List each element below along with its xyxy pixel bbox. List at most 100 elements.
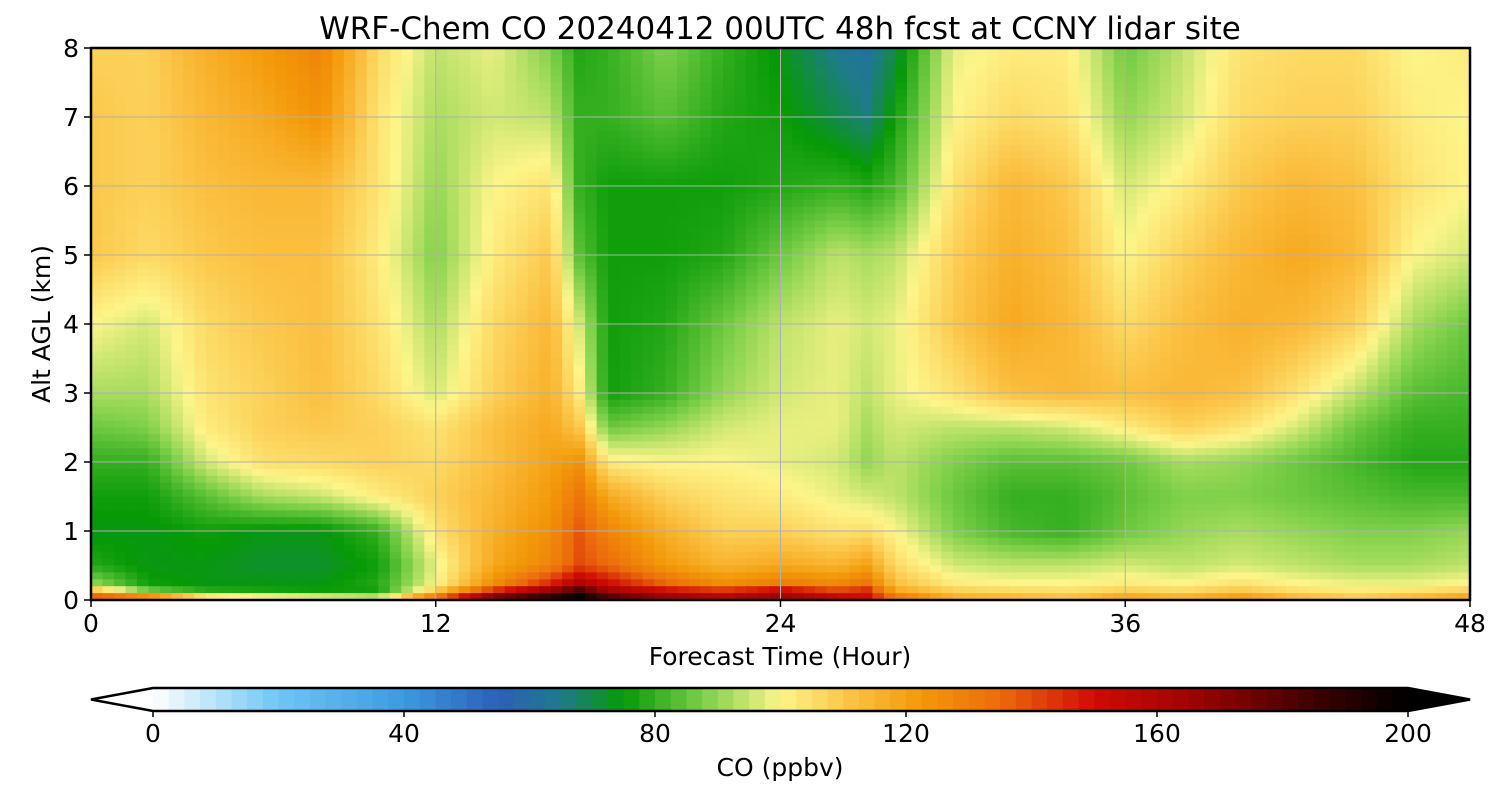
heatmap-cell	[516, 206, 529, 215]
heatmap-cell	[550, 75, 563, 84]
heatmap-cell	[1366, 61, 1379, 70]
heatmap-cell	[274, 234, 287, 242]
heatmap-cell	[1424, 213, 1437, 222]
heatmap-cell	[872, 89, 885, 97]
heatmap-cell	[654, 165, 667, 173]
heatmap-cell	[734, 82, 747, 90]
heatmap-cell	[734, 192, 747, 201]
heatmap-cell	[194, 96, 207, 104]
heatmap-cell	[1355, 144, 1368, 153]
heatmap-cell	[1309, 89, 1322, 97]
heatmap-cell	[389, 68, 402, 77]
heatmap-cell	[906, 261, 919, 270]
heatmap-cell	[1021, 165, 1034, 173]
heatmap-cell	[780, 54, 793, 63]
heatmap-cell	[435, 192, 448, 201]
heatmap-cell	[263, 255, 276, 263]
heatmap-cell	[860, 317, 874, 325]
heatmap-cell	[746, 255, 759, 263]
heatmap-cell	[159, 255, 173, 263]
heatmap-cell	[952, 330, 965, 339]
heatmap-cell	[1309, 158, 1322, 166]
heatmap-cell	[688, 48, 701, 56]
heatmap-cell	[228, 268, 241, 277]
heatmap-cell	[401, 75, 414, 84]
heatmap-cell	[654, 158, 667, 166]
heatmap-cell	[1136, 54, 1149, 63]
heatmap-cell	[1125, 123, 1138, 132]
heatmap-cell	[297, 144, 310, 153]
heatmap-cell	[1274, 110, 1287, 118]
heatmap-cell	[493, 48, 506, 56]
heatmap-cell	[837, 330, 851, 339]
heatmap-cell	[872, 275, 885, 284]
heatmap-cell	[516, 123, 529, 132]
heatmap-cell	[1090, 192, 1103, 201]
heatmap-cell	[1435, 199, 1448, 208]
heatmap-cell	[159, 123, 173, 132]
heatmap-cell	[297, 54, 310, 63]
heatmap-cell	[240, 130, 253, 139]
heatmap-cell	[1194, 75, 1207, 84]
heatmap-cell	[309, 199, 322, 208]
heatmap-cell	[309, 89, 322, 97]
heatmap-cell	[1286, 110, 1299, 118]
heatmap-cell	[1251, 144, 1264, 153]
heatmap-cell	[1286, 289, 1299, 297]
heatmap-cell	[389, 282, 402, 291]
heatmap-cell	[297, 241, 310, 249]
heatmap-cell	[998, 261, 1011, 270]
heatmap-cell	[757, 130, 770, 139]
heatmap-cell	[228, 123, 241, 132]
heatmap-cell	[1021, 255, 1034, 263]
heatmap-cell	[688, 165, 701, 173]
heatmap-cell	[1309, 48, 1322, 56]
heatmap-cell	[1102, 213, 1115, 222]
heatmap-cell	[182, 241, 196, 249]
heatmap-cell	[952, 165, 965, 173]
heatmap-cell	[952, 137, 965, 146]
heatmap-cell	[562, 89, 575, 97]
heatmap-cell	[1228, 61, 1241, 70]
heatmap-cell	[470, 75, 483, 84]
heatmap-cell	[883, 123, 897, 132]
heatmap-cell	[1102, 158, 1115, 166]
heatmap-cell	[1090, 89, 1103, 97]
heatmap-cell	[837, 317, 851, 325]
heatmap-cell	[895, 234, 908, 242]
heatmap-cell	[619, 261, 632, 270]
heatmap-cell	[1251, 82, 1264, 90]
heatmap-cell	[1182, 137, 1195, 146]
heatmap-cell	[401, 186, 414, 194]
heatmap-cell	[550, 68, 563, 77]
heatmap-cell	[1447, 151, 1460, 159]
heatmap-cell	[550, 192, 563, 201]
heatmap-cell	[435, 213, 448, 222]
heatmap-cell	[1251, 172, 1264, 180]
heatmap-cell	[1251, 123, 1264, 132]
heatmap-cell	[447, 151, 460, 159]
heatmap-cell	[205, 248, 219, 256]
heatmap-cell	[1286, 220, 1299, 228]
heatmap-cell	[251, 48, 264, 56]
heatmap-cell	[1412, 96, 1425, 104]
heatmap-cell	[1182, 241, 1195, 249]
heatmap-cell	[1113, 117, 1126, 125]
heatmap-cell	[125, 75, 138, 84]
heatmap-cell	[1136, 275, 1149, 284]
heatmap-cell	[883, 48, 897, 56]
heatmap-cell	[631, 282, 644, 291]
heatmap-cell	[665, 199, 678, 208]
heatmap-cell	[734, 179, 747, 187]
heatmap-cell	[929, 261, 942, 270]
heatmap-cell	[1217, 110, 1230, 118]
heatmap-cell	[1217, 172, 1230, 180]
heatmap-cell	[217, 261, 230, 270]
heatmap-cell	[320, 268, 333, 277]
heatmap-cell	[309, 213, 322, 222]
heatmap-cell	[458, 144, 471, 153]
heatmap-cell	[1194, 96, 1207, 104]
heatmap-cell	[1044, 179, 1057, 187]
heatmap-cell	[343, 234, 356, 242]
